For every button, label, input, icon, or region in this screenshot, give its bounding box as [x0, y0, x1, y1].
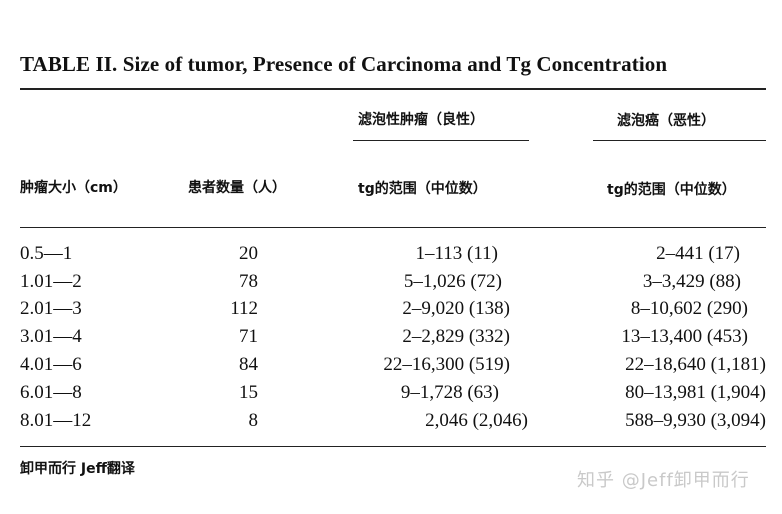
column-header-tg-range-benign: tg的范围（中位数）	[358, 181, 487, 197]
cell-tumor-size: 6.01—8	[20, 382, 82, 403]
cell-patient-count: 20	[239, 243, 258, 264]
group-header-malignant: 滤泡癌（恶性）	[617, 113, 715, 129]
cell-patient-count: 8	[248, 410, 259, 431]
cell-tumor-size: 3.01—4	[20, 326, 82, 347]
group-header-benign: 滤泡性肿瘤（良性）	[358, 112, 484, 128]
cell-patient-count: 112	[230, 298, 258, 319]
cell-tg-malignant: 8–10,602 (290)	[630, 298, 748, 319]
group-rule-benign	[353, 140, 529, 141]
cell-patient-count: 71	[239, 326, 258, 347]
column-header-patient-count: 患者数量（人）	[188, 180, 286, 196]
cell-tumor-size: 4.01—6	[20, 354, 82, 375]
cell-tg-benign: 1–113 (11)	[415, 243, 499, 264]
header-rule	[20, 227, 766, 228]
cell-tumor-size: 0.5—1	[20, 243, 73, 264]
cell-tumor-size: 2.01—3	[20, 298, 82, 319]
cell-tg-malignant: 13–13,400 (453)	[621, 326, 748, 347]
cell-tumor-size: 1.01—2	[20, 271, 82, 292]
group-rule-malignant	[593, 140, 766, 141]
cell-tg-benign: 2–2,829 (332)	[402, 326, 510, 347]
table-title: TABLE II. Size of tumor, Presence of Car…	[20, 52, 668, 76]
top-rule	[20, 88, 766, 90]
cell-tg-malignant: 80–13,981 (1,904)	[625, 382, 766, 403]
translator-note: 卸甲而行 Jeff翻译	[20, 461, 135, 477]
column-header-tg-range-malignant: tg的范围（中位数）	[607, 182, 736, 198]
cell-tg-malignant: 2–441 (17)	[656, 243, 740, 264]
bottom-rule	[20, 446, 766, 447]
cell-tg-malignant: 3–3,429 (88)	[642, 271, 741, 292]
cell-tg-benign: 2,046 (2,046)	[425, 410, 528, 431]
column-header-tumor-size: 肿瘤大小（cm）	[20, 180, 127, 196]
cell-tg-benign: 2–9,020 (138)	[402, 298, 510, 319]
cell-patient-count: 84	[239, 354, 258, 375]
cell-tg-benign: 22–16,300 (519)	[383, 354, 510, 375]
cell-tg-malignant: 588–9,930 (3,094)	[625, 410, 766, 431]
cell-tumor-size: 8.01—12	[20, 410, 92, 431]
source-watermark: 知乎 @Jeff卸甲而行	[577, 470, 750, 491]
cell-tg-benign: 5–1,026 (72)	[403, 271, 502, 292]
cell-tg-malignant: 22–18,640 (1,181)	[625, 354, 766, 375]
cell-tg-benign: 9–1,728 (63)	[400, 382, 499, 403]
cell-patient-count: 78	[239, 271, 258, 292]
cell-patient-count: 15	[239, 382, 258, 403]
